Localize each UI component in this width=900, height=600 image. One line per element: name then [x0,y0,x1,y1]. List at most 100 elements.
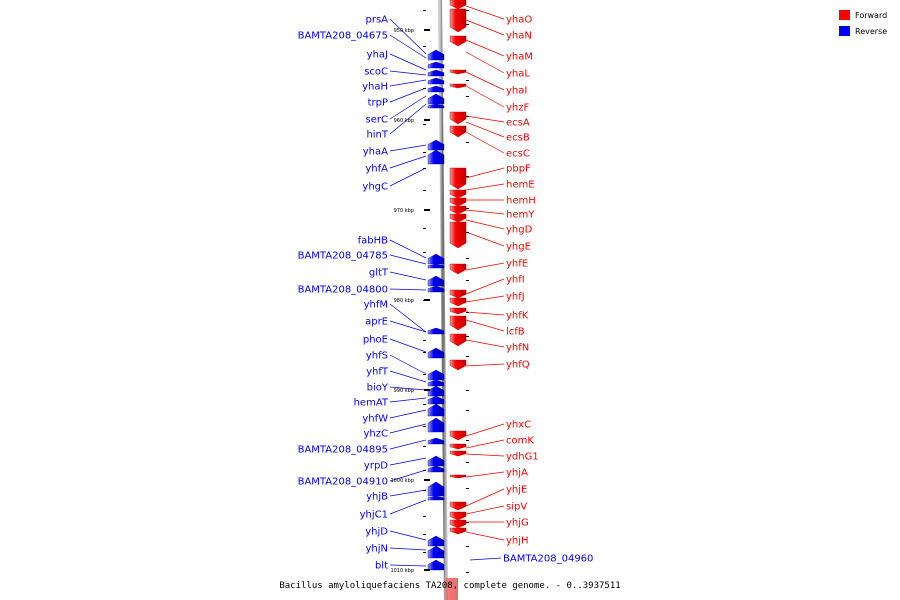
position-marker [423,534,426,535]
gene-shape-forward [449,197,467,207]
position-marker [466,258,469,259]
gene-leader-line-reverse [389,409,427,419]
gene-shape-forward [449,474,467,479]
gene-shape-reverse [427,455,445,467]
gene-shape-continuation [444,578,458,600]
gene-label-forward: yhgD [506,225,533,236]
gene-label-reverse: yhzC [364,429,389,440]
gene-label-reverse: yhaA [363,147,388,158]
gene-shape-reverse [427,495,445,501]
position-marker [423,352,426,353]
position-marker [466,390,469,391]
gene-leader-line-forward [465,453,505,457]
gene-label-forward: yhxC [506,420,531,431]
gene-shape-reverse [427,149,445,165]
gene-shape-forward [449,125,467,138]
gene-leader-line-reverse [389,254,427,265]
gene-shape-reverse [427,69,445,77]
gene-label-forward: yhaI [506,86,527,97]
gene-leader-line-reverse [389,370,427,383]
gene-leader-line-forward [465,439,505,449]
position-marker [423,340,426,341]
scale-tick-label: 1000 kbp [390,478,414,484]
position-marker [466,488,469,489]
gene-shape-reverse [427,437,445,445]
position-marker [423,190,426,191]
gene-leader-line-reverse [389,303,427,333]
gene-label-reverse: fabHB [358,236,389,247]
gene-label-reverse: BAMTA208_04910 [298,477,388,488]
gene-shape-reverse [427,61,445,69]
gene-shape-reverse [427,263,445,269]
gene-label-forward: yhgE [506,242,531,253]
position-marker [466,356,469,357]
gene-shape-reverse [427,385,445,397]
gene-leader-line-reverse [389,167,427,187]
gene-label-reverse: yhfT [366,367,389,378]
gene-label-forward: lcfB [506,327,525,338]
position-marker [466,336,469,337]
scale-tick-label: 950 kbp [394,28,414,34]
gene-shape-reverse [427,535,445,547]
gene-leader-line-reverse [389,79,427,87]
gene-leader-line-forward [465,231,505,247]
gene-shape-reverse [427,103,445,109]
legend-swatch-forward [839,10,850,20]
gene-leader-line-reverse [389,386,427,391]
gene-shape-reverse [427,545,445,559]
position-marker [466,572,469,573]
scale-tick-mark [424,209,430,211]
gene-label-forward: yhaL [506,69,530,80]
gene-shape-reverse [427,285,445,293]
gene-leader-line-reverse [389,271,427,281]
gene-leader-line-reverse [389,239,427,259]
gene-leader-line-forward [465,39,505,57]
gene-shape-reverse [427,559,445,571]
gene-leader-line-reverse [389,53,427,71]
gene-shape-forward [449,213,467,223]
gene-label-reverse: hinT [366,130,388,141]
gene-label-reverse: blt [375,561,388,572]
gene-label-other: BAMTA208_04960 [503,554,593,565]
gene-shape-reverse [427,395,445,405]
gene-shape-reverse [427,49,445,61]
gene-shape-forward [449,35,467,47]
gene-leader-line-forward [465,209,505,215]
gene-label-forward: ydhG1 [506,452,539,463]
gene-label-forward: yhjE [506,485,527,496]
gene-label-forward: yhjG [506,518,529,529]
position-marker [423,228,426,229]
gene-shape-forward [449,443,467,450]
gene-leader-line-reverse [389,354,427,375]
gene-label-forward: yhfK [506,311,529,322]
scale-tick-label: 990 kbp [394,388,414,394]
gene-shape-forward [449,501,467,511]
gene-shape-reverse [427,85,445,93]
gene-leader-line-forward [465,505,505,515]
position-marker [423,152,426,153]
gene-shape-forward [449,167,467,190]
gene-leader-line-reverse [389,338,427,353]
gene-label-forward: yhjA [506,468,528,479]
gene-label-reverse: BAMTA208_04785 [298,251,388,262]
gene-leader-line-reverse [389,70,427,76]
gene-shape-reverse [427,347,445,359]
gene-shape-forward [449,430,467,441]
position-marker [466,208,469,209]
gene-label-forward: comK [506,436,534,447]
gene-shape-forward [449,359,467,371]
gene-leader-line-forward [465,311,505,316]
gene-leader-line-forward [465,51,505,74]
scale-tick-mark [424,389,430,391]
gene-shape-reverse [427,465,445,473]
scale-tick-mark [424,569,430,571]
gene-leader-line-reverse [389,564,427,567]
map-caption: Bacillus amyloliquefaciens TA208, comple… [279,581,620,591]
gene-label-reverse: aprE [365,317,388,328]
gene-shape-forward [449,69,467,75]
position-marker [466,280,469,281]
gene-leader-line-forward [465,183,505,191]
gene-label-reverse: yhfA [365,164,388,175]
position-marker [466,232,469,233]
gene-label-reverse: gltT [369,268,389,279]
